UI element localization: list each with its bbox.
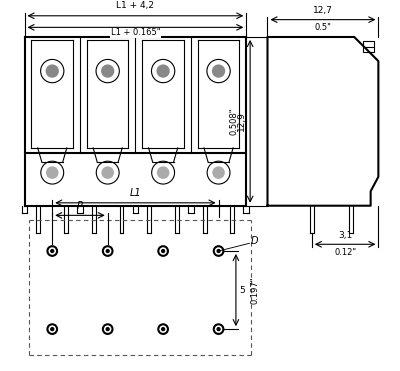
Circle shape: [162, 328, 164, 331]
Text: 5: 5: [240, 286, 246, 295]
Circle shape: [46, 65, 59, 78]
Text: D: D: [250, 236, 258, 246]
Circle shape: [156, 65, 170, 78]
Text: 12,9: 12,9: [237, 111, 246, 131]
Circle shape: [51, 250, 54, 253]
Text: 0.5": 0.5": [314, 23, 331, 33]
Text: L1 + 0.165": L1 + 0.165": [111, 28, 160, 37]
Circle shape: [101, 65, 114, 78]
Circle shape: [162, 250, 164, 253]
Text: 0.508": 0.508": [230, 108, 238, 135]
Text: 0.197": 0.197": [250, 276, 259, 304]
Circle shape: [106, 250, 109, 253]
Circle shape: [106, 328, 109, 331]
Circle shape: [217, 328, 220, 331]
Circle shape: [46, 166, 58, 179]
Text: L1 + 4,2: L1 + 4,2: [116, 1, 154, 10]
Text: L1: L1: [130, 188, 141, 198]
Circle shape: [212, 166, 225, 179]
Circle shape: [101, 166, 114, 179]
Text: 12,7: 12,7: [313, 6, 333, 15]
Circle shape: [51, 328, 54, 331]
Circle shape: [157, 166, 170, 179]
Text: P: P: [77, 201, 83, 211]
Circle shape: [217, 250, 220, 253]
Text: 3,1: 3,1: [338, 232, 352, 240]
Text: 0.12": 0.12": [334, 248, 356, 257]
Circle shape: [212, 65, 225, 78]
